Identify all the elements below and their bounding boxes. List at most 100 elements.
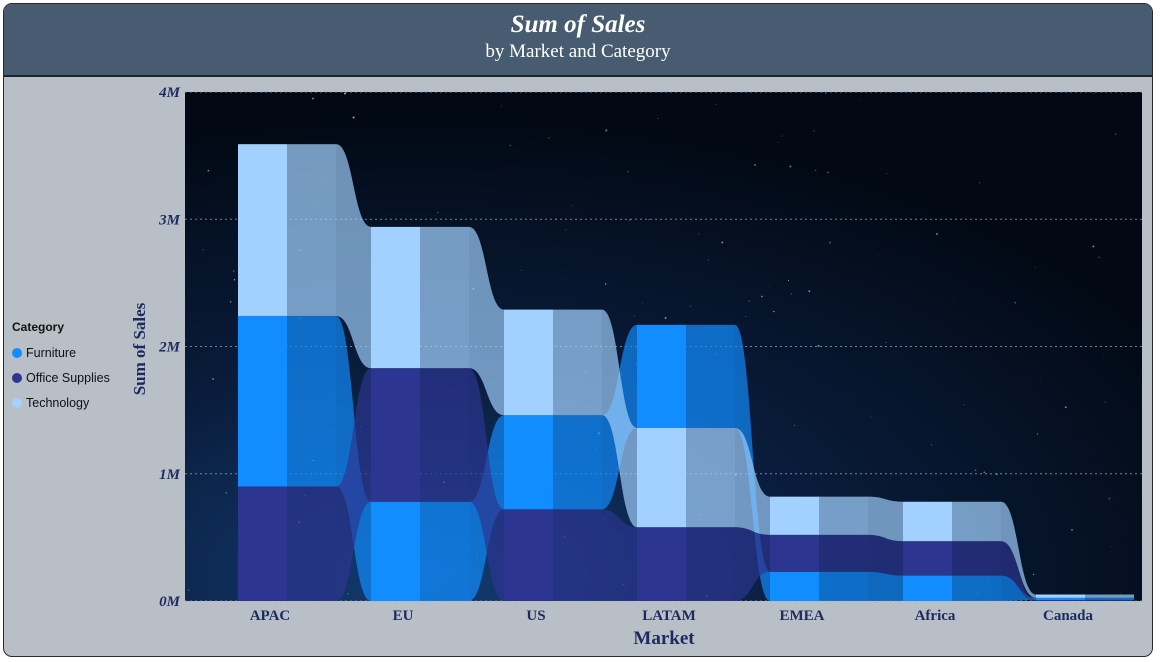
x-tick-label: LATAM: [642, 608, 696, 624]
ribbon-office-supplies[interactable]: [1001, 541, 1036, 601]
star: [690, 306, 691, 307]
ribbon-technology[interactable]: [735, 427, 770, 535]
star: [346, 110, 347, 112]
bar-segment-shade: [287, 486, 336, 601]
x-tick-label: APAC: [250, 608, 291, 624]
bar-segment[interactable]: [770, 496, 819, 535]
star: [605, 129, 608, 132]
star: [963, 403, 966, 406]
x-tick-label: EU: [393, 608, 414, 624]
ribbon-technology[interactable]: [469, 226, 504, 416]
legend-item-office-supplies[interactable]: Office Supplies: [12, 365, 132, 390]
star: [664, 316, 667, 320]
bar-segment[interactable]: [504, 309, 553, 416]
chart-card: Sum of Sales by Market and Category Cate…: [3, 3, 1153, 657]
legend-dot-icon: [12, 347, 22, 358]
star: [225, 491, 228, 494]
star: [184, 339, 186, 341]
bar-segment-shade: [287, 144, 336, 316]
star: [501, 105, 502, 107]
star: [347, 593, 349, 595]
star: [931, 444, 932, 446]
star: [1036, 433, 1038, 435]
ribbon-office-supplies[interactable]: [602, 509, 637, 601]
bar-segment[interactable]: [238, 486, 287, 601]
ribbon-office-supplies[interactable]: [735, 527, 770, 601]
bar-segment-shade: [553, 309, 602, 416]
bar-segment-shade: [819, 496, 868, 535]
ribbon-office-supplies[interactable]: [868, 534, 903, 576]
star: [858, 99, 860, 100]
star: [229, 300, 232, 303]
star: [787, 280, 789, 282]
star: [721, 241, 724, 244]
x-axis-label: Market: [633, 628, 695, 649]
bar-segment[interactable]: [238, 315, 287, 487]
star: [1119, 592, 1121, 594]
ribbon-office-supplies[interactable]: [469, 368, 504, 601]
star: [983, 471, 986, 474]
star: [790, 292, 793, 295]
star: [627, 171, 629, 173]
ribbon-technology[interactable]: [336, 144, 371, 369]
legend-item-furniture[interactable]: Furniture: [12, 340, 132, 365]
star: [233, 270, 235, 272]
bar-segment[interactable]: [770, 571, 819, 601]
star: [202, 248, 205, 251]
bar-segment[interactable]: [1036, 599, 1085, 601]
bar-segment[interactable]: [504, 509, 553, 601]
ribbon-technology[interactable]: [602, 309, 637, 528]
bar-segment-shade: [686, 527, 735, 601]
bar-segment[interactable]: [903, 575, 952, 601]
x-axis-ticks: APAC EU US LATAM EMEA Africa Canada: [250, 608, 1094, 624]
ribbon-office-supplies[interactable]: [336, 368, 371, 601]
star: [814, 169, 817, 172]
bar-segment-shade: [686, 324, 735, 428]
star: [212, 378, 214, 380]
star: [817, 344, 820, 347]
bar-segment[interactable]: [637, 427, 686, 528]
star: [344, 92, 346, 95]
bar-segment[interactable]: [1036, 594, 1085, 598]
star: [1071, 529, 1073, 531]
bar-segment[interactable]: [637, 324, 686, 428]
bar-segment[interactable]: [903, 541, 952, 576]
star: [748, 300, 750, 302]
star: [1121, 94, 1123, 95]
bar-segment-shade: [287, 315, 336, 487]
bar-segment-shade: [952, 501, 1001, 542]
bar-segment-shade: [553, 415, 602, 510]
bar-segment[interactable]: [371, 368, 420, 502]
ribbon-furniture[interactable]: [868, 571, 903, 601]
bar-segment[interactable]: [770, 534, 819, 572]
bar-segment-shade: [420, 226, 469, 369]
x-tick-label: EMEA: [780, 608, 825, 624]
legend-label: Office Supplies: [26, 370, 110, 385]
star: [885, 342, 887, 343]
bar-segment[interactable]: [238, 144, 287, 316]
star: [604, 283, 607, 285]
bar-segment[interactable]: [371, 226, 420, 369]
star: [657, 117, 659, 120]
bar-segment[interactable]: [637, 527, 686, 601]
star: [1034, 266, 1036, 268]
star: [936, 233, 938, 235]
star: [565, 236, 566, 237]
bar-segment[interactable]: [903, 501, 952, 542]
star: [197, 216, 199, 218]
star: [1108, 497, 1111, 500]
star: [789, 165, 792, 168]
ribbon-technology[interactable]: [1001, 501, 1036, 598]
chart-subtitle: by Market and Category: [485, 41, 671, 62]
star: [465, 154, 466, 156]
chart-title: Sum of Sales: [510, 11, 646, 38]
bar-segment[interactable]: [504, 415, 553, 510]
bar-segment-shade: [819, 534, 868, 572]
star: [870, 416, 872, 418]
legend-item-technology[interactable]: Technology: [12, 390, 132, 415]
bar-segment[interactable]: [1036, 597, 1085, 600]
ribbon-technology[interactable]: [868, 496, 903, 542]
bar-segment[interactable]: [371, 501, 420, 601]
star: [1033, 573, 1035, 576]
x-tick-label: Africa: [915, 608, 956, 624]
